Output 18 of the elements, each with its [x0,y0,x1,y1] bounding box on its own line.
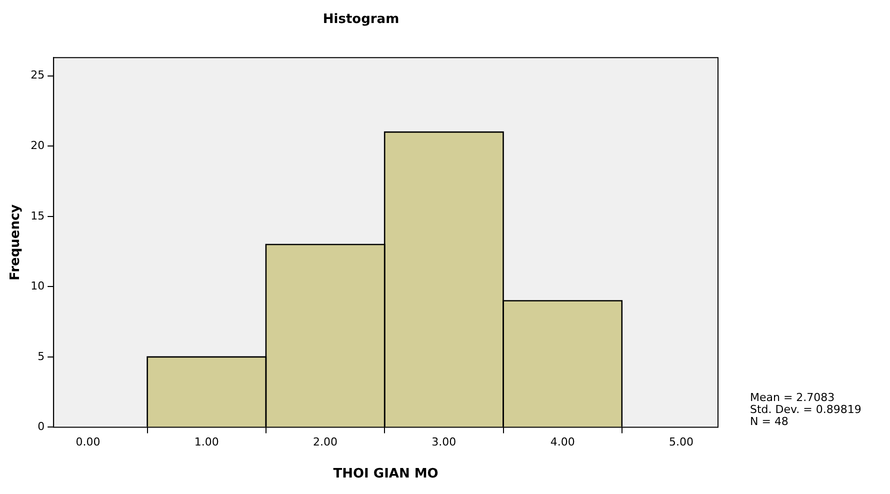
text: Mean = 2.7083 [750,391,835,404]
text: Std. Dev. = 0.89819 [750,403,862,416]
y-axis-title: Frequency [8,204,24,280]
x-axis-title: THOI GIAN MO [333,466,438,482]
chart-title: Histogram [322,12,400,28]
y-tick-label: 25 [30,68,45,82]
y-tick-label: 5 [38,350,45,363]
x-tick-label: 0.00 [76,436,100,449]
x-tick-label: 5.00 [668,436,694,449]
y-tick-label: 15 [30,209,45,222]
y-tick-label: 10 [30,280,45,293]
y-tick-label: 0 [38,420,45,434]
x-tick-label: 2.00 [313,436,338,449]
x-tick-label: 4.00 [550,436,575,449]
x-tick-label: 3.00 [432,436,456,449]
text: N = 48 [750,415,788,428]
x-tick-label: 1.00 [194,436,219,449]
y-tick-label: 20 [30,138,45,152]
